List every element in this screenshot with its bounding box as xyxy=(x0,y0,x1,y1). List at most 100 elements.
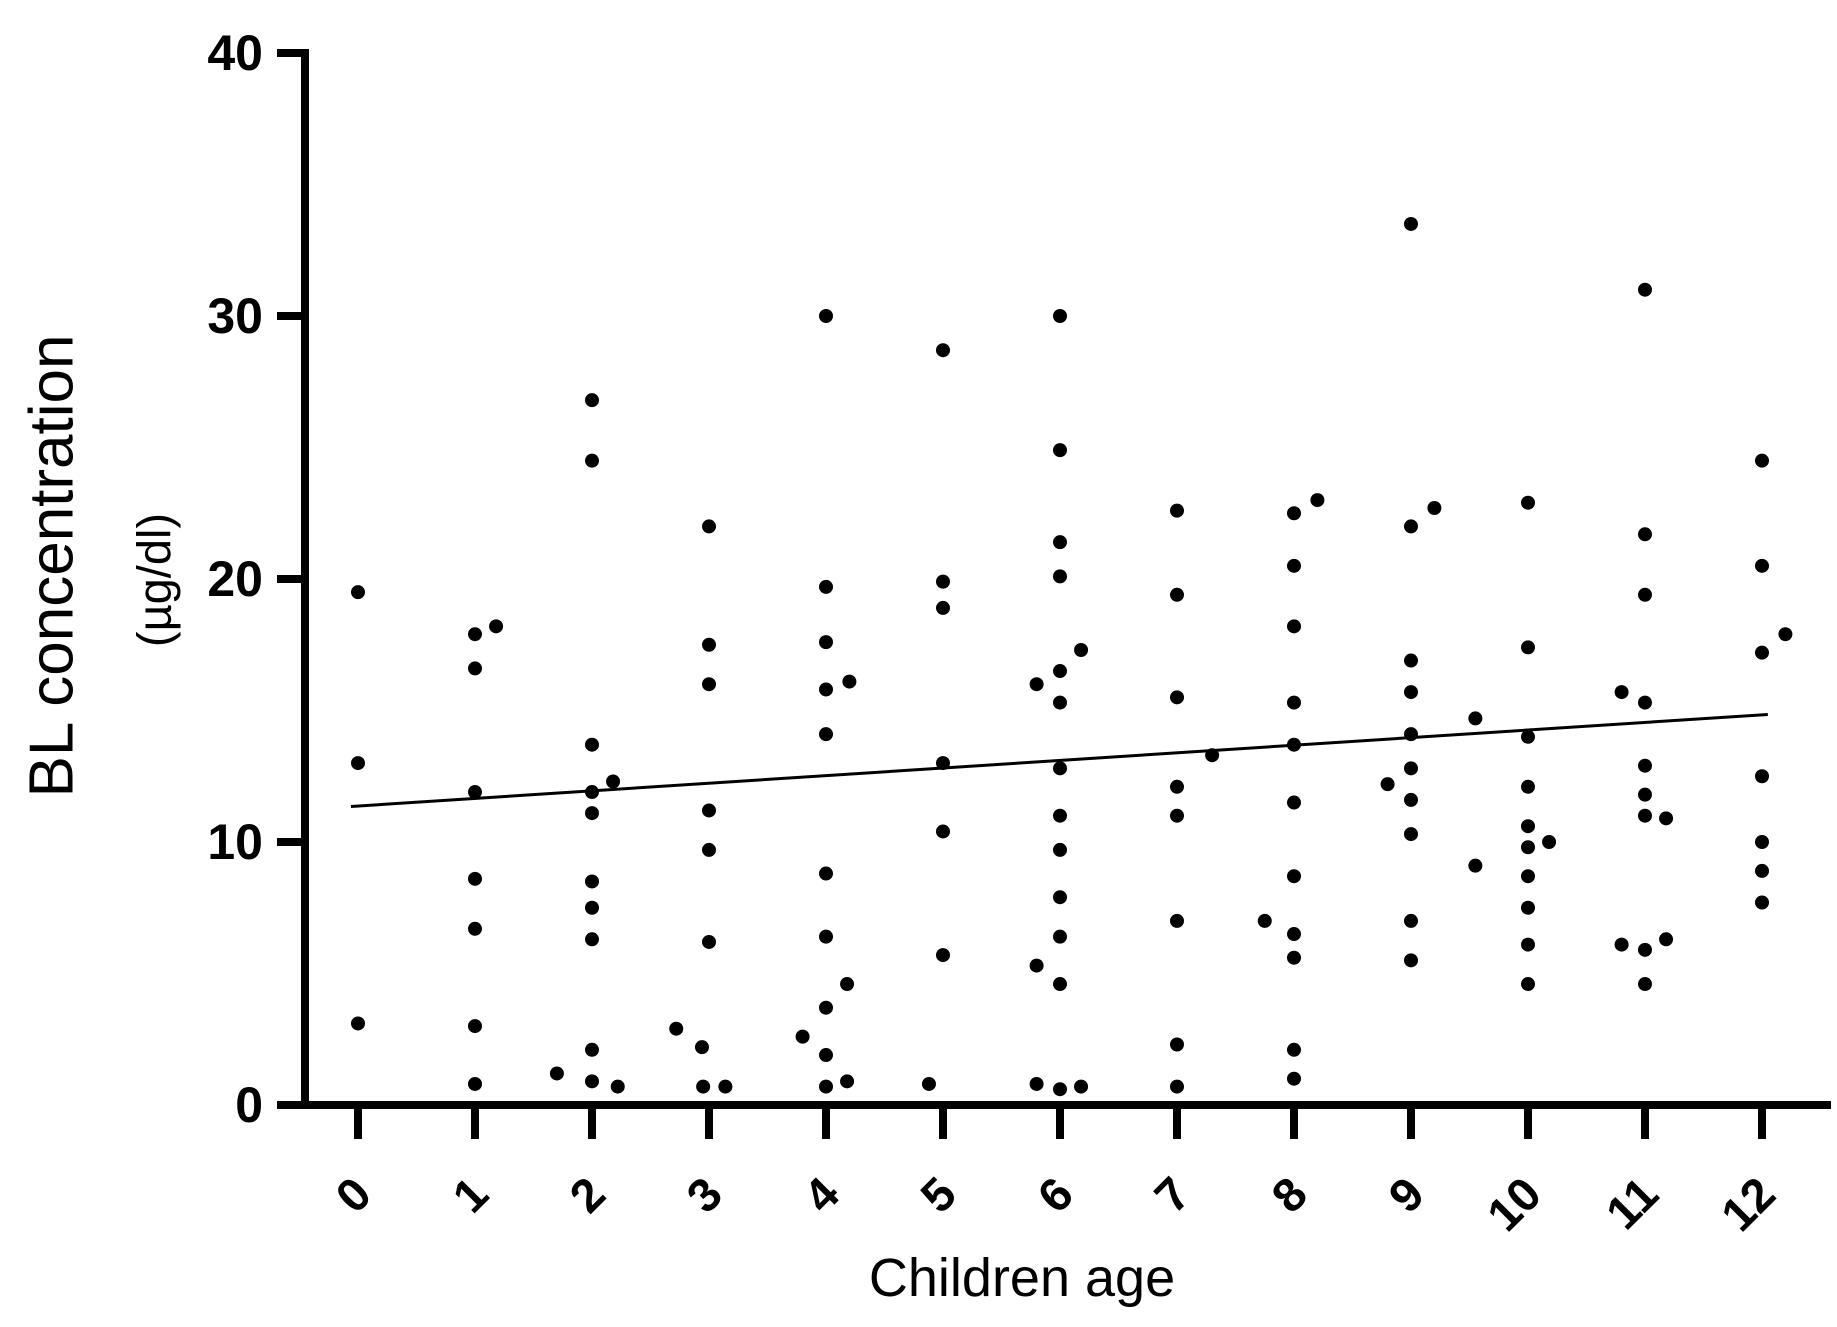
data-point xyxy=(1170,503,1184,518)
data-point xyxy=(468,1076,482,1091)
data-point xyxy=(1755,558,1769,573)
data-point xyxy=(1287,1042,1301,1057)
data-point xyxy=(936,824,950,839)
data-point xyxy=(1170,1079,1184,1094)
data-point xyxy=(1170,779,1184,794)
data-point xyxy=(702,803,716,818)
data-point xyxy=(1053,890,1067,905)
data-point xyxy=(1074,643,1089,658)
x-tick-label: 8 xyxy=(1261,1167,1317,1223)
data-point xyxy=(585,874,599,889)
data-point xyxy=(1287,1071,1301,1086)
trend-line xyxy=(350,712,1768,808)
data-point xyxy=(1614,937,1629,952)
data-point xyxy=(585,1074,599,1089)
data-point xyxy=(1257,913,1272,928)
data-point xyxy=(1521,495,1535,510)
data-point xyxy=(489,619,504,634)
data-point xyxy=(1287,506,1301,521)
data-point xyxy=(585,900,599,915)
y-tick-label: 20 xyxy=(207,551,263,607)
data-point xyxy=(1053,929,1067,944)
data-point xyxy=(585,453,599,468)
data-point xyxy=(1029,958,1044,973)
data-point xyxy=(1614,685,1629,700)
data-point xyxy=(610,1079,625,1094)
data-point xyxy=(702,934,716,949)
x-tick-label: 5 xyxy=(910,1167,966,1223)
data-point xyxy=(468,921,482,936)
data-point xyxy=(1287,869,1301,884)
y-tick-label: 40 xyxy=(207,25,263,81)
x-tick-label: 10 xyxy=(1477,1167,1551,1241)
data-point xyxy=(1287,737,1301,752)
y-axis-unit-label: (µg/dl) xyxy=(127,512,181,648)
x-tick-label: 2 xyxy=(559,1167,615,1223)
data-point xyxy=(1053,443,1067,458)
data-point xyxy=(351,756,365,771)
data-point xyxy=(1287,558,1301,573)
y-axis-title: BL concentration xyxy=(17,334,87,798)
data-point xyxy=(468,627,482,642)
data-point xyxy=(1404,519,1418,534)
data-point xyxy=(936,756,950,771)
data-point xyxy=(1638,787,1652,802)
data-point xyxy=(1659,932,1674,947)
data-point xyxy=(1170,1037,1184,1052)
data-point xyxy=(1170,587,1184,602)
data-point xyxy=(1521,937,1535,952)
data-point xyxy=(1427,500,1442,515)
data-point xyxy=(819,682,833,697)
data-point xyxy=(936,600,950,615)
data-point xyxy=(795,1029,810,1044)
data-point xyxy=(702,842,716,857)
data-point xyxy=(842,674,857,689)
data-point xyxy=(1638,282,1652,297)
data-point xyxy=(585,1042,599,1057)
data-point xyxy=(1287,950,1301,965)
data-point xyxy=(819,635,833,650)
data-point xyxy=(585,806,599,821)
data-point xyxy=(585,932,599,947)
data-point xyxy=(1638,758,1652,773)
data-point xyxy=(819,1079,833,1094)
data-point xyxy=(1755,645,1769,660)
data-point xyxy=(1755,863,1769,878)
data-point xyxy=(1521,977,1535,992)
data-point xyxy=(1287,695,1301,710)
data-point xyxy=(694,1040,709,1055)
data-point xyxy=(1468,711,1483,726)
data-point xyxy=(1053,842,1067,857)
data-point xyxy=(1380,777,1395,792)
y-tick-label: 30 xyxy=(207,288,263,344)
data-point xyxy=(585,785,599,800)
data-point xyxy=(936,343,950,358)
data-point xyxy=(549,1066,564,1081)
data-point xyxy=(1029,677,1044,692)
x-tick-label: 1 xyxy=(442,1167,498,1223)
x-tick-label: 4 xyxy=(793,1167,849,1223)
data-point xyxy=(585,737,599,752)
data-point xyxy=(702,519,716,534)
data-point xyxy=(819,1048,833,1063)
data-point xyxy=(1287,795,1301,810)
data-point xyxy=(1638,808,1652,823)
data-point xyxy=(1053,1082,1067,1097)
data-point xyxy=(585,393,599,408)
data-point xyxy=(702,677,716,692)
data-point xyxy=(840,1074,855,1089)
data-point xyxy=(1053,535,1067,550)
x-tick-label: 9 xyxy=(1378,1167,1434,1223)
data-point xyxy=(1310,493,1325,508)
data-point xyxy=(1521,900,1535,915)
data-point xyxy=(1404,827,1418,842)
data-point xyxy=(351,585,365,600)
data-point xyxy=(1053,808,1067,823)
data-point xyxy=(1404,727,1418,742)
data-point xyxy=(1404,792,1418,807)
data-point xyxy=(819,309,833,323)
data-point xyxy=(1287,619,1301,634)
data-point xyxy=(936,948,950,963)
